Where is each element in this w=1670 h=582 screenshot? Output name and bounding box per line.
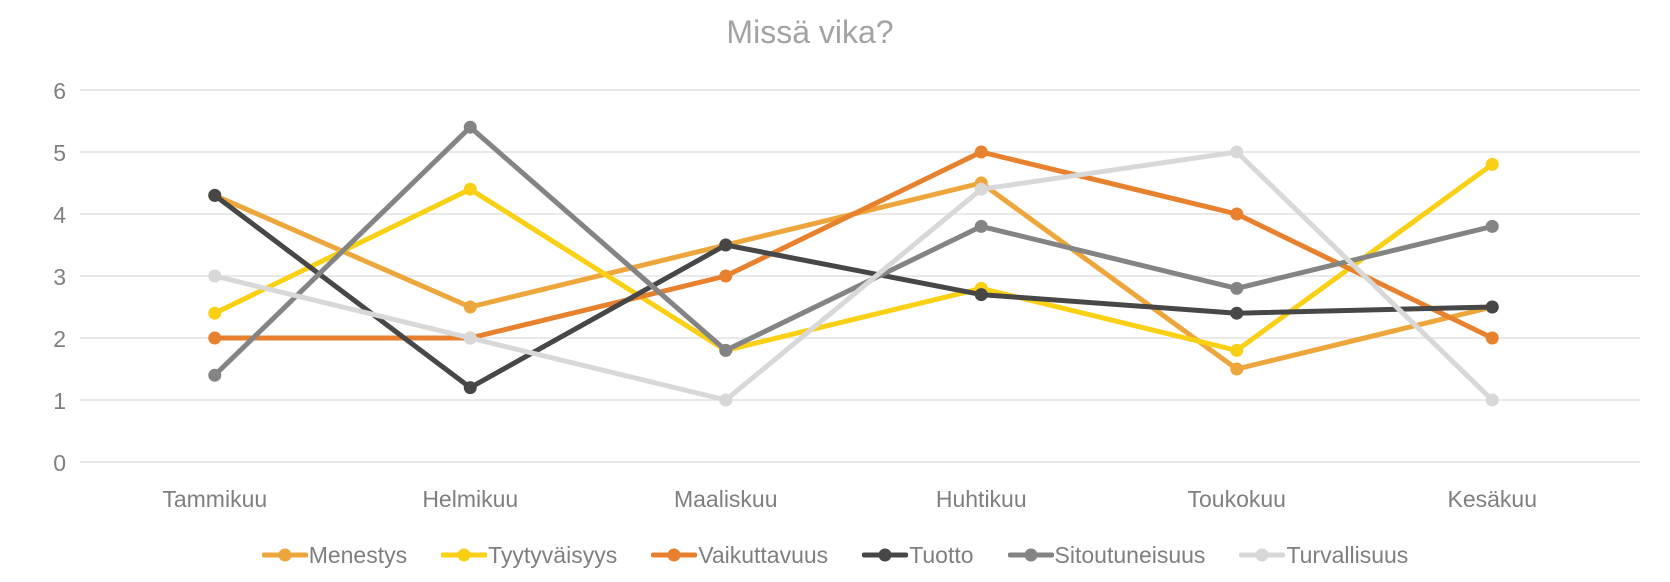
data-point-vaikuttavuus-tammikuu[interactable] <box>208 331 222 345</box>
legend-marker-menestys-icon <box>261 548 308 562</box>
legend-label-tuotto: Tuotto <box>909 541 974 568</box>
legend-marker-vaikuttavuus-icon <box>651 548 698 562</box>
data-point-menestys-toukokuu[interactable] <box>1230 362 1244 376</box>
data-point-turvallisuus-kes-kuu[interactable] <box>1485 393 1499 407</box>
legend-item-sitoutuneisuus[interactable]: Sitoutuneisuus <box>1007 541 1206 569</box>
legend-marker-sitoutuneisuus-icon <box>1007 548 1054 562</box>
data-point-vaikuttavuus-huhtikuu[interactable] <box>974 145 988 159</box>
data-point-tuotto-huhtikuu[interactable] <box>974 288 988 302</box>
data-point-turvallisuus-tammikuu[interactable] <box>208 269 222 283</box>
x-tick-label-tammikuu: Tammikuu <box>162 486 267 512</box>
legend-label-sitoutuneisuus: Sitoutuneisuus <box>1054 541 1206 568</box>
data-point-tyytyv-isyys-helmikuu[interactable] <box>463 182 477 196</box>
line-chart-plot: 0 1 2 3 4 5 6 Tammikuu Helmikuu Maaliskuu Huhtikuu… <box>53 78 1640 512</box>
y-tick-label-5: 5 <box>53 140 66 166</box>
y-tick-label-6: 6 <box>53 78 66 104</box>
legend-item-tuotto[interactable]: Tuotto <box>862 541 974 569</box>
x-tick-label-maaliskuu: Maaliskuu <box>674 486 778 512</box>
data-point-tyytyv-isyys-kes-kuu[interactable] <box>1485 157 1499 171</box>
data-point-turvallisuus-helmikuu[interactable] <box>463 331 477 345</box>
legend-label-menestys: Menestys <box>308 541 408 568</box>
data-point-turvallisuus-huhtikuu[interactable] <box>974 182 988 196</box>
y-tick-label-3: 3 <box>53 264 66 290</box>
data-point-tuotto-toukokuu[interactable] <box>1230 306 1244 320</box>
x-tick-label-kes-kuu: Kesäkuu <box>1447 486 1537 512</box>
legend-marker-turvallisuus-icon <box>1239 548 1286 562</box>
data-point-sitoutuneisuus-maaliskuu[interactable] <box>719 343 733 357</box>
data-point-turvallisuus-maaliskuu[interactable] <box>719 393 733 407</box>
series-line-tuotto[interactable] <box>212 192 1495 391</box>
y-tick-label-2: 2 <box>53 326 66 352</box>
legend-item-menestys[interactable]: Menestys <box>261 541 408 569</box>
data-point-tuotto-kes-kuu[interactable] <box>1485 300 1499 314</box>
series-line-vaikuttavuus[interactable] <box>212 149 1495 341</box>
data-point-sitoutuneisuus-tammikuu[interactable] <box>208 368 222 382</box>
series-line-sitoutuneisuus[interactable] <box>212 124 1495 378</box>
data-point-tuotto-tammikuu[interactable] <box>208 188 222 202</box>
data-point-vaikuttavuus-toukokuu[interactable] <box>1230 207 1244 221</box>
chart-legend: Menestys Tyytyväisyys Vaikuttavuus Tuotto Si… <box>0 538 1670 572</box>
data-point-tuotto-maaliskuu[interactable] <box>719 238 733 252</box>
legend-label-turvallisuus: Turvallisuus <box>1286 541 1409 568</box>
x-tick-label-helmikuu: Helmikuu <box>422 486 518 512</box>
data-point-vaikuttavuus-kes-kuu[interactable] <box>1485 331 1499 345</box>
data-point-sitoutuneisuus-kes-kuu[interactable] <box>1485 219 1499 233</box>
legend-item-turvallisuus[interactable]: Turvallisuus <box>1239 542 1408 569</box>
data-point-vaikuttavuus-maaliskuu[interactable] <box>719 269 733 283</box>
legend-item-tyytyv-isyys[interactable]: Tyytyväisyys <box>441 542 617 569</box>
legend-marker-tyytyv-isyys-icon <box>441 548 488 562</box>
data-point-turvallisuus-toukokuu[interactable] <box>1230 145 1244 159</box>
legend-label-tyytyv-isyys: Tyytyväisyys <box>488 541 618 568</box>
y-tick-label-1: 1 <box>53 388 66 414</box>
legend-item-vaikuttavuus[interactable]: Vaikuttavuus <box>651 542 828 569</box>
legend-marker-tuotto-icon <box>862 548 909 562</box>
chart-title: Missä vika? <box>726 14 894 50</box>
y-tick-label-4: 4 <box>53 202 66 228</box>
data-point-sitoutuneisuus-toukokuu[interactable] <box>1230 281 1244 295</box>
legend-label-vaikuttavuus: Vaikuttavuus <box>698 541 829 568</box>
y-tick-label-0: 0 <box>53 450 66 476</box>
data-point-tyytyv-isyys-toukokuu[interactable] <box>1230 343 1244 357</box>
data-point-sitoutuneisuus-huhtikuu[interactable] <box>974 219 988 233</box>
data-point-tuotto-helmikuu[interactable] <box>463 381 477 395</box>
x-tick-label-toukokuu: Toukokuu <box>1188 486 1286 512</box>
data-point-tyytyv-isyys-tammikuu[interactable] <box>208 306 222 320</box>
data-point-sitoutuneisuus-helmikuu[interactable] <box>463 120 477 134</box>
x-tick-label-huhtikuu: Huhtikuu <box>936 486 1027 512</box>
series-line-turvallisuus[interactable] <box>212 149 1495 403</box>
series-line-tyytyv-isyys[interactable] <box>212 161 1495 353</box>
data-point-menestys-helmikuu[interactable] <box>463 300 477 314</box>
